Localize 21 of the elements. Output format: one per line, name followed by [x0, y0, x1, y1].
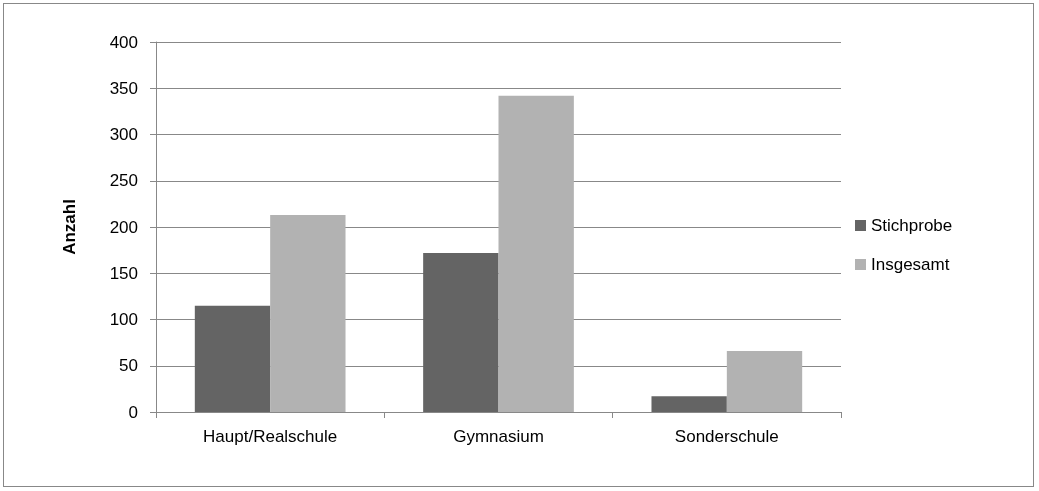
y-tick-label: 350 [109, 78, 138, 98]
legend-label: Insgesamt [871, 255, 950, 274]
bar [498, 95, 574, 412]
y-tick-label: 400 [109, 32, 138, 52]
y-tick-label: 0 [128, 402, 138, 422]
x-tick-label: Haupt/Realschule [203, 427, 338, 446]
legend-label: Stichprobe [871, 216, 953, 235]
y-tick-label: 150 [109, 263, 138, 283]
y-tick-label: 200 [109, 217, 138, 237]
y-tick-label: 50 [119, 356, 138, 376]
y-tick-label: 300 [109, 125, 138, 144]
y-tick-label: 250 [109, 171, 138, 191]
bar [270, 214, 346, 412]
x-tick-label: Gymnasium [453, 427, 544, 446]
bar [423, 252, 499, 412]
y-tick-label: 100 [109, 310, 138, 329]
bar [726, 350, 803, 412]
bar [651, 396, 727, 412]
bar [194, 305, 271, 412]
x-tick-label: Sonderschule [674, 427, 779, 446]
y-axis-title: Anzahl [60, 199, 79, 255]
